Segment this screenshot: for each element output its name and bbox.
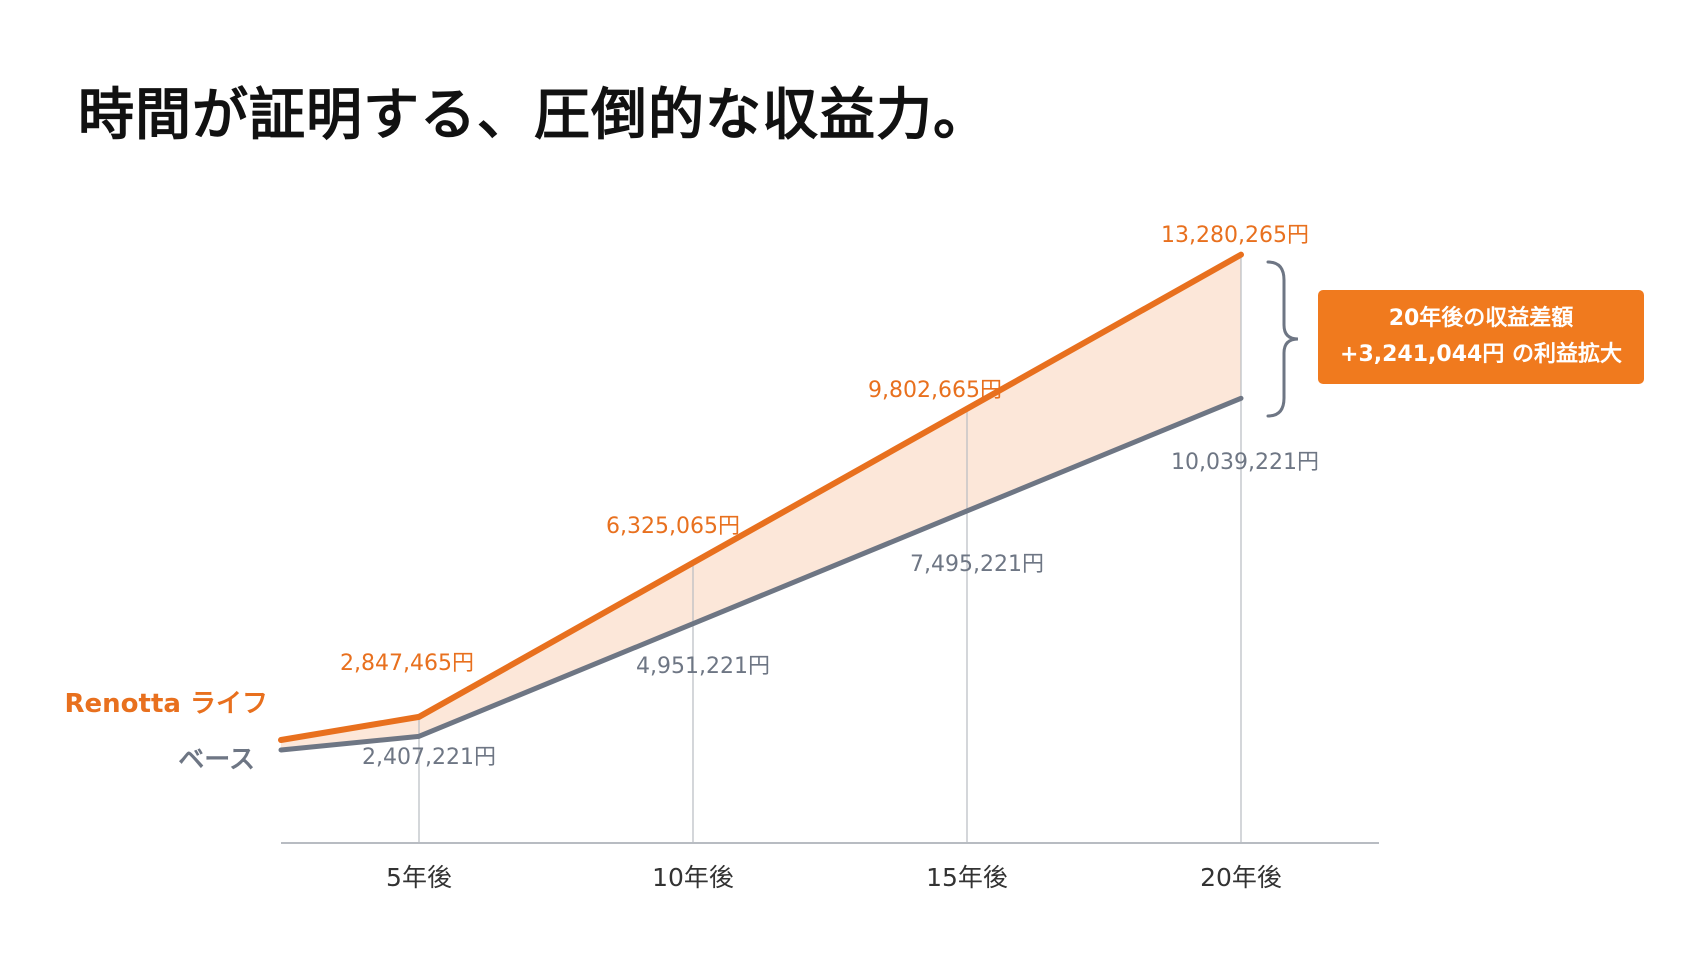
data-label-renotta: 2,847,465円 (340, 651, 474, 676)
difference-callout: 20年後の収益差額 +3,241,044円 の利益拡大 (1318, 290, 1644, 384)
data-label-renotta: 6,325,065円 (606, 514, 740, 539)
data-label-base: 10,039,221円 (1171, 450, 1319, 475)
callout-line-2: +3,241,044円 の利益拡大 (1340, 342, 1622, 367)
x-tick-label: 5年後 (386, 863, 452, 892)
x-tick-label: 10年後 (652, 863, 734, 892)
data-label-renotta: 9,802,665円 (868, 378, 1002, 403)
series-label-renotta: Renotta ライフ (65, 689, 268, 719)
x-tick-label: 20年後 (1200, 863, 1282, 892)
difference-brace (1266, 260, 1299, 418)
page-title: 時間が証明する、圧倒的な収益力。 (78, 83, 990, 148)
data-label-base: 7,495,221円 (910, 552, 1044, 577)
data-label-base: 4,951,221円 (636, 654, 770, 679)
data-label-base: 2,407,221円 (362, 745, 496, 770)
series-line-renotta (278, 251, 1244, 743)
series-label-base: ベース (178, 745, 255, 775)
series-line-base (278, 395, 1244, 753)
callout-line-1: 20年後の収益差額 (1388, 306, 1574, 331)
data-label-renotta: 13,280,265円 (1161, 223, 1309, 248)
x-tick-label: 15年後 (926, 863, 1008, 892)
